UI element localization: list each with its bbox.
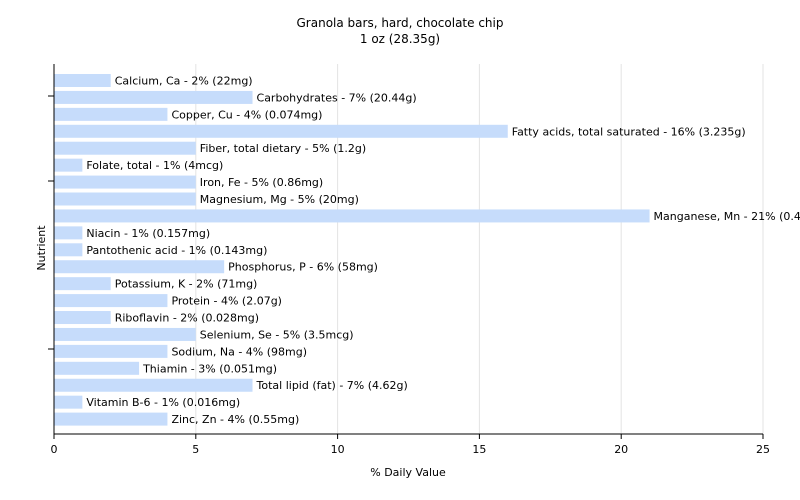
bar-label: Calcium, Ca - 2% (22mg) [115, 75, 253, 88]
bar-label: Protein - 4% (2.07g) [171, 295, 282, 308]
bar-label: Fiber, total dietary - 5% (1.2g) [200, 142, 366, 155]
bar [54, 378, 253, 392]
bar-label: Zinc, Zn - 4% (0.55mg) [171, 413, 299, 426]
y-axis-title: Nutrient [35, 225, 48, 271]
bar [54, 344, 168, 358]
bar [54, 277, 111, 291]
bar-label: Magnesium, Mg - 5% (20mg) [200, 193, 359, 206]
bar [54, 192, 196, 206]
bar [54, 107, 168, 121]
bar [54, 74, 111, 87]
bar [54, 294, 168, 308]
chart-subtitle: 1 oz (28.35g) [359, 32, 441, 46]
x-axis-title: % Daily Value [370, 466, 446, 479]
chart-title: Granola bars, hard, chocolate chip [296, 16, 504, 30]
bar-label: Thiamin - 3% (0.051mg) [142, 362, 277, 375]
bar-label: Selenium, Se - 5% (3.5mcg) [200, 328, 354, 341]
bar-labels: Calcium, Ca - 2% (22mg) Carbohydrates - 7… [86, 75, 800, 427]
bars [54, 74, 650, 426]
bar-label: Phosphorus, P - 6% (58mg) [228, 261, 378, 274]
bar-label: Manganese, Mn - 21% (0.427mg) [654, 210, 800, 223]
bar [54, 327, 196, 341]
x-tick-label: 15 [472, 443, 486, 456]
x-tick-label: 10 [331, 443, 345, 456]
x-tick-label: 5 [192, 443, 199, 456]
bar-label: Potassium, K - 2% (71mg) [115, 278, 258, 291]
bar [54, 311, 111, 325]
bar-label: Carbohydrates - 7% (20.44g) [257, 91, 417, 104]
bar [54, 175, 196, 189]
bar [54, 90, 253, 104]
bar-label: Copper, Cu - 4% (0.074mg) [171, 108, 322, 121]
bar-label: Fatty acids, total saturated - 16% (3.23… [512, 125, 746, 138]
bar [54, 260, 225, 274]
bar [54, 226, 83, 240]
x-tick-label: 25 [756, 443, 770, 456]
bar [54, 243, 83, 257]
bar-label: Folate, total - 1% (4mcg) [86, 159, 223, 172]
bar [54, 158, 83, 172]
bar [54, 361, 140, 375]
bar-label: Total lipid (fat) - 7% (4.62g) [256, 379, 408, 392]
axes: 0 5 10 15 20 25 [48, 64, 770, 456]
bar-label: Sodium, Na - 4% (98mg) [171, 345, 307, 358]
bar [54, 395, 83, 409]
bar-label: Iron, Fe - 5% (0.86mg) [200, 176, 323, 189]
bar-label: Niacin - 1% (0.157mg) [86, 227, 210, 240]
x-tick-label: 20 [614, 443, 628, 456]
bar [54, 124, 508, 138]
bar-label: Pantothenic acid - 1% (0.143mg) [86, 244, 267, 257]
bar [54, 209, 650, 223]
bar [54, 141, 196, 155]
bar [54, 412, 168, 426]
x-tick-label: 0 [51, 443, 58, 456]
bar-label: Riboflavin - 2% (0.028mg) [115, 312, 259, 325]
bar-label: Vitamin B-6 - 1% (0.016mg) [86, 396, 240, 409]
